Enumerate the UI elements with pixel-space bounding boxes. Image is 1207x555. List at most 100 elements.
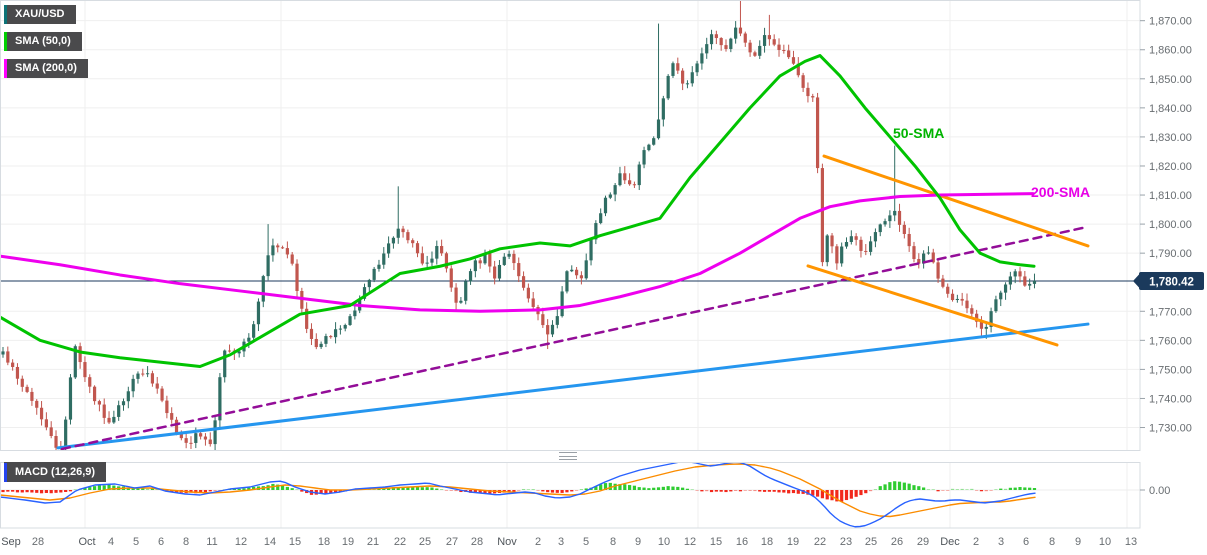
sma50-annotation[interactable]: 50-SMA <box>893 125 944 141</box>
candle[interactable] <box>473 260 477 272</box>
candle[interactable] <box>835 246 839 264</box>
candle[interactable] <box>290 254 294 264</box>
candle[interactable] <box>261 276 265 302</box>
candle[interactable] <box>189 442 193 444</box>
ascending-dashed-resistance[interactable] <box>60 225 1089 451</box>
candle[interactable] <box>247 337 251 342</box>
candle[interactable] <box>811 96 815 98</box>
candle[interactable] <box>295 263 299 291</box>
candle[interactable] <box>309 328 314 339</box>
candle[interactable] <box>49 427 53 437</box>
sma50-line[interactable] <box>0 54 1036 368</box>
candle[interactable] <box>415 243 420 254</box>
candle[interactable] <box>73 346 77 378</box>
candle[interactable] <box>975 313 979 322</box>
candle[interactable] <box>440 246 444 254</box>
candle[interactable] <box>20 378 24 387</box>
ascending-support[interactable] <box>56 322 1090 450</box>
candle[interactable] <box>237 351 241 354</box>
candle[interactable] <box>849 236 853 242</box>
candle[interactable] <box>844 241 849 247</box>
candle[interactable] <box>656 119 661 139</box>
candle[interactable] <box>565 271 569 292</box>
candle[interactable] <box>44 419 48 428</box>
candle[interactable] <box>931 252 935 263</box>
candle[interactable] <box>864 250 868 252</box>
candle[interactable] <box>179 433 183 439</box>
macd-legend-badge[interactable]: MACD (12,26,9) <box>4 462 107 482</box>
candle[interactable] <box>729 38 733 49</box>
candle[interactable] <box>782 50 786 52</box>
candle[interactable] <box>170 413 174 420</box>
candle[interactable] <box>661 98 665 120</box>
candle[interactable] <box>897 210 902 225</box>
candle[interactable] <box>136 373 140 379</box>
candle[interactable] <box>950 293 955 301</box>
candle[interactable] <box>30 391 34 401</box>
candle[interactable] <box>888 215 892 222</box>
candle[interactable] <box>483 253 487 264</box>
candle[interactable] <box>353 310 357 317</box>
candle[interactable] <box>878 224 882 233</box>
candle[interactable] <box>994 299 998 312</box>
price-axis[interactable]: 1,870.00 1,860.00 1,850.00 1,840.00 1,830.00… <box>1140 16 1192 497</box>
candle[interactable] <box>454 287 458 303</box>
candle[interactable] <box>690 72 694 84</box>
candle[interactable] <box>512 253 516 264</box>
candle[interactable] <box>141 373 145 375</box>
candle[interactable] <box>6 351 10 363</box>
candle[interactable] <box>546 325 550 335</box>
candle[interactable] <box>632 184 637 186</box>
candle[interactable] <box>801 75 805 88</box>
candle[interactable] <box>936 262 940 279</box>
candle[interactable] <box>714 34 718 39</box>
candle[interactable] <box>102 404 106 418</box>
candle[interactable] <box>637 164 641 186</box>
candle[interactable] <box>555 316 559 325</box>
candle[interactable] <box>165 400 169 414</box>
candle[interactable] <box>531 298 535 307</box>
candle[interactable] <box>979 321 984 329</box>
candle[interactable] <box>131 378 135 392</box>
candle[interactable] <box>912 246 916 260</box>
candle[interactable] <box>227 350 232 352</box>
candle[interactable] <box>955 298 959 301</box>
legend-sma50-badge[interactable]: SMA (50,0) <box>4 32 82 51</box>
candle[interactable] <box>382 253 386 265</box>
candle[interactable] <box>671 63 675 76</box>
candle[interactable] <box>420 253 424 264</box>
candle[interactable] <box>907 233 911 247</box>
candle[interactable] <box>488 253 492 267</box>
candle[interactable] <box>444 253 449 269</box>
pane-resize-handle-icon[interactable] <box>559 452 577 460</box>
candle[interactable] <box>960 298 964 301</box>
candle[interactable] <box>613 185 617 195</box>
candle[interactable] <box>743 33 747 43</box>
candle[interactable] <box>917 259 921 264</box>
candle[interactable] <box>117 405 121 417</box>
candle[interactable] <box>146 373 150 375</box>
candle[interactable] <box>387 243 391 254</box>
candle[interactable] <box>734 27 738 39</box>
candle[interactable] <box>589 239 593 261</box>
candle[interactable] <box>35 400 39 408</box>
candle[interactable] <box>989 311 993 327</box>
candle[interactable] <box>11 362 15 367</box>
candle[interactable] <box>1032 281 1037 284</box>
candle[interactable] <box>642 150 646 165</box>
candle[interactable] <box>464 281 468 301</box>
candle[interactable] <box>396 228 400 238</box>
candle[interactable] <box>78 346 82 363</box>
candle[interactable] <box>941 278 945 287</box>
candle[interactable] <box>854 236 858 240</box>
candle[interactable] <box>517 263 521 277</box>
candle[interactable] <box>700 53 704 64</box>
candle[interactable] <box>560 291 564 317</box>
descending-channel-upper[interactable] <box>822 154 1090 248</box>
candle[interactable] <box>676 63 680 71</box>
candle[interactable] <box>647 144 651 151</box>
candle[interactable] <box>753 52 757 56</box>
candle[interactable] <box>1 351 5 355</box>
sma200-annotation[interactable]: 200-SMA <box>1031 184 1090 200</box>
